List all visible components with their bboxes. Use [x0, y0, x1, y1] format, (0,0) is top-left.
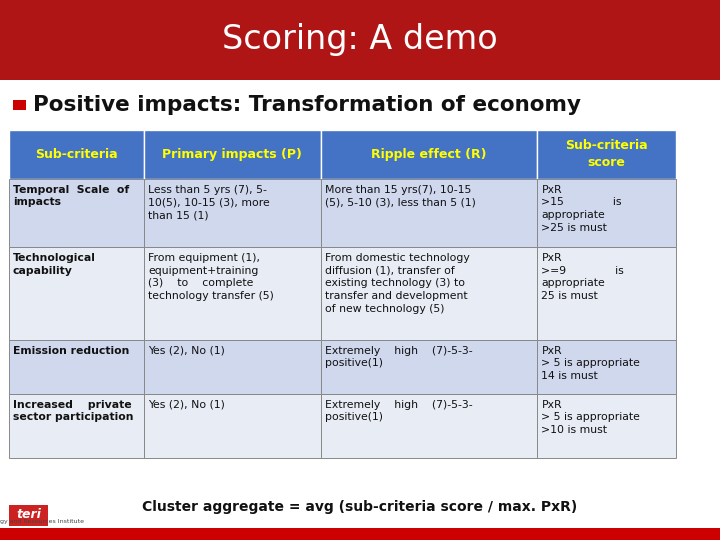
Text: Scoring: A demo: Scoring: A demo: [222, 23, 498, 57]
Text: PxR
> 5 is appropriate
>10 is must: PxR > 5 is appropriate >10 is must: [541, 400, 640, 435]
Text: Increased    private
sector participation: Increased private sector participation: [13, 400, 133, 422]
Text: Primary impacts (P): Primary impacts (P): [162, 148, 302, 161]
Bar: [537, 247, 676, 340]
Bar: [9, 394, 143, 458]
Text: Emission reduction: Emission reduction: [13, 346, 130, 356]
Text: Extremely    high    (7)-5-3-
positive(1): Extremely high (7)-5-3- positive(1): [325, 400, 472, 422]
Text: Sub-criteria
score: Sub-criteria score: [565, 139, 648, 170]
Text: The Energy and Resources Institute: The Energy and Resources Institute: [0, 519, 84, 524]
Text: teri: teri: [16, 508, 41, 521]
Bar: [13, 100, 26, 110]
Bar: [143, 247, 320, 340]
Bar: [0, 528, 720, 540]
Text: Temporal  Scale  of
impacts: Temporal Scale of impacts: [13, 185, 129, 207]
Bar: [537, 394, 676, 458]
Text: PxR
>15              is
appropriate
>25 is must: PxR >15 is appropriate >25 is must: [541, 185, 622, 233]
Text: From equipment (1),
equipment+training
(3)    to    complete
technology transfer: From equipment (1), equipment+training (…: [148, 253, 274, 301]
Bar: [143, 179, 320, 247]
Bar: [537, 130, 676, 179]
Text: Cluster aggregate = avg (sub-criteria score / max. PxR): Cluster aggregate = avg (sub-criteria sc…: [143, 500, 577, 514]
Bar: [320, 340, 537, 394]
Bar: [0, 0, 720, 80]
Text: PxR
> 5 is appropriate
14 is must: PxR > 5 is appropriate 14 is must: [541, 346, 640, 381]
Bar: [320, 130, 537, 179]
Text: Sub-criteria: Sub-criteria: [35, 148, 117, 161]
Bar: [537, 179, 676, 247]
Bar: [9, 130, 143, 179]
Bar: [320, 247, 537, 340]
Text: Technological
capability: Technological capability: [13, 253, 96, 275]
Text: Ripple effect (R): Ripple effect (R): [371, 148, 487, 161]
Bar: [320, 179, 537, 247]
Bar: [9, 505, 48, 526]
Bar: [9, 340, 143, 394]
Bar: [143, 130, 320, 179]
Bar: [537, 340, 676, 394]
Text: Extremely    high    (7)-5-3-
positive(1): Extremely high (7)-5-3- positive(1): [325, 346, 472, 368]
Text: PxR
>=9              is
appropriate
25 is must: PxR >=9 is appropriate 25 is must: [541, 253, 624, 301]
Bar: [320, 394, 537, 458]
Bar: [0, 80, 720, 540]
Bar: [143, 394, 320, 458]
Text: More than 15 yrs(7), 10-15
(5), 5-10 (3), less than 5 (1): More than 15 yrs(7), 10-15 (5), 5-10 (3)…: [325, 185, 476, 207]
Text: Less than 5 yrs (7), 5-
10(5), 10-15 (3), more
than 15 (1): Less than 5 yrs (7), 5- 10(5), 10-15 (3)…: [148, 185, 269, 220]
Text: From domestic technology
diffusion (1), transfer of
existing technology (3) to
t: From domestic technology diffusion (1), …: [325, 253, 469, 314]
Text: Yes (2), No (1): Yes (2), No (1): [148, 400, 225, 410]
Bar: [9, 247, 143, 340]
Bar: [9, 179, 143, 247]
Text: Positive impacts: Transformation of economy: Positive impacts: Transformation of econ…: [33, 94, 581, 115]
Bar: [143, 340, 320, 394]
Text: Yes (2), No (1): Yes (2), No (1): [148, 346, 225, 356]
